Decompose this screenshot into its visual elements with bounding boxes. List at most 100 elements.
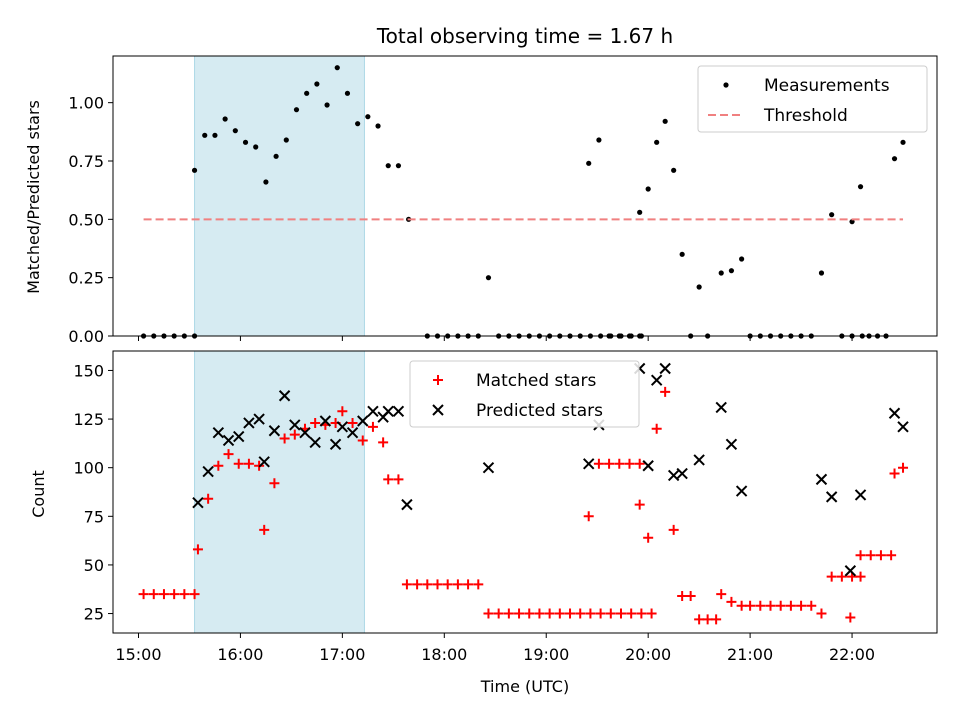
measurements-point [818,270,825,276]
measurements-point [739,256,745,262]
matched-stars-point [855,550,866,561]
legend-label-matched-stars: Matched stars [476,371,596,391]
predicted-stars-point [202,465,214,478]
matched-stars-point [626,608,637,619]
matched-stars-point [169,589,180,600]
matched-stars-point [483,608,494,619]
measurements-point [891,156,898,162]
matched-stars-point [378,437,389,448]
predicted-stars-point [676,467,688,480]
x-tick-label: 17:00 [319,645,365,664]
matched-stars-point [554,608,565,619]
measurements-point [293,107,300,113]
legend-marker-matched-stars [433,375,443,385]
matched-stars-point [595,608,606,619]
x-tick-label: 20:00 [625,645,671,664]
predicted-stars-point [357,415,369,427]
legend-marker-predicted-stars [432,404,444,416]
matched-stars-point [775,600,786,611]
matched-stars-point [544,608,555,619]
observing-interval-shade [194,55,365,337]
predicted-stars-point [650,374,663,386]
matched-stars-point [736,600,747,611]
predicted-stars-point [583,458,595,470]
y-tick-label: 1.00 [68,94,104,113]
measurements-point [202,132,208,138]
predicted-stars-point [243,417,255,429]
measurements-point [485,275,492,281]
measurements-point [283,137,289,143]
predicted-stars-point [725,438,738,451]
matched-stars-point [575,608,586,619]
predicted-stars-point [268,425,281,437]
predicted-stars-point [253,413,265,425]
matched-stars-point [473,579,484,590]
matched-stars-point [337,406,348,417]
x-tick-label: 18:00 [421,645,467,664]
matched-stars-point [583,511,594,522]
matched-stars-point [726,596,737,607]
matched-stars-point [651,423,662,434]
matched-stars-point [158,589,169,600]
matched-stars-point [677,591,688,602]
matched-stars-point [213,460,224,471]
matched-stars-point [432,579,443,590]
x-tick-label: 15:00 [115,645,161,664]
bottom-plot: 25 50 75 100 125 150 15:00 16:00 17:00 18:00 19:00… [73,350,938,664]
predicted-stars-point [854,489,867,501]
measurements-point [324,102,330,108]
measurements-point [637,209,643,215]
matched-stars-point [463,579,474,590]
predicted-stars-point [329,438,342,451]
measurements-point [232,128,238,134]
x-tick-label: 16:00 [217,645,263,664]
legend-box [697,65,928,133]
matched-stars-point [514,608,525,619]
matched-stars-point [855,571,866,582]
measurements-point [375,123,381,129]
matched-stars-point [347,417,358,428]
x-tick-label: 22:00 [829,645,875,664]
matched-stars-point [615,608,626,619]
matched-stars-point [223,449,234,460]
predicted-stars-point [482,461,495,474]
x-tick-label: 19:00 [523,645,569,664]
matched-stars-point [442,579,453,590]
measurements-point [395,163,402,169]
measurements-point [849,219,855,225]
measurements-point [212,132,218,138]
legend-label-threshold: Threshold [763,106,848,126]
predicted-stars-point [659,362,671,375]
matched-stars-point [898,462,909,473]
plot-frame [112,350,938,634]
matched-stars-point [357,435,368,446]
predicted-stars-point [897,421,909,433]
matched-stars-point [646,608,657,619]
predicted-stars-point [382,405,394,417]
matched-stars-point [875,550,886,561]
matched-stars-point [785,600,796,611]
measurements-point [654,139,660,145]
measurements-point [263,179,269,185]
matched-stars-point [367,421,378,432]
measurements-point [645,186,651,192]
predicted-stars-point [212,426,225,439]
top-plot: 0.00 0.25 0.50 0.75 1.00 Measurements Threshol… [68,55,938,346]
plot-frame [112,55,938,337]
measurements-point [273,153,279,159]
matched-stars-point [702,614,713,625]
measurements-point [900,139,906,145]
predicted-stars-point [642,460,654,472]
y-tick-label: 125 [73,410,104,429]
matched-stars-point [524,608,535,619]
measurements-point [662,118,668,124]
matched-stars-point [259,524,270,535]
matched-stars-point [806,600,817,611]
predicted-stars-point [346,426,359,439]
matched-stars-point [660,386,671,397]
matched-stars-point [422,579,433,590]
legend-label-measurements: Measurements [764,76,890,96]
matched-stars-point [845,612,856,623]
matched-stars-point [889,468,900,479]
